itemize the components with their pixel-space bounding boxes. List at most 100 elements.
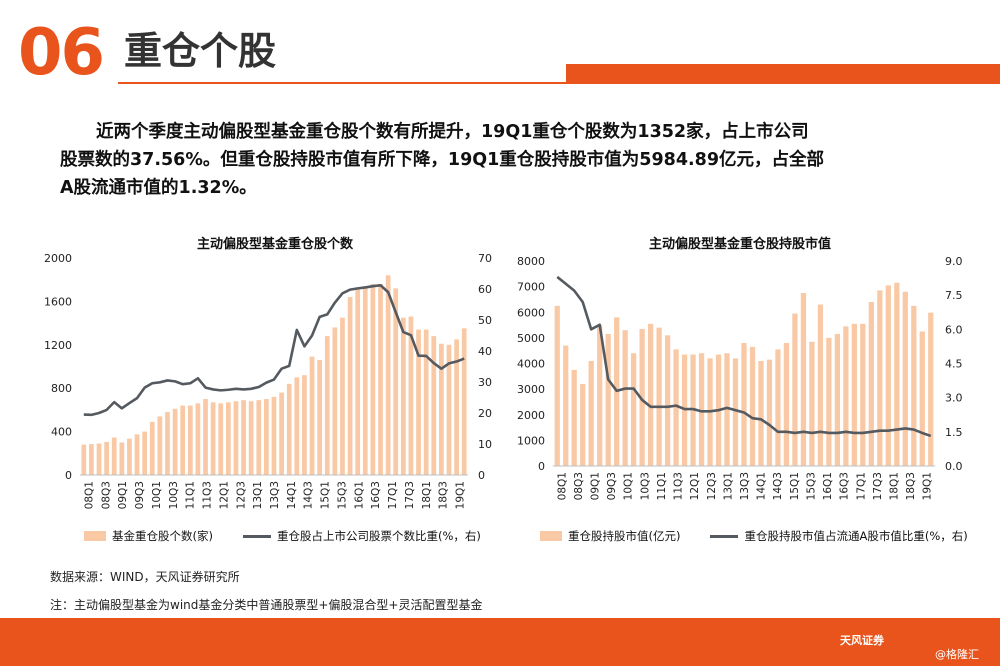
chart1-bar [142,431,148,475]
chart1-legend-line-label: 重仓股占上市公司股票个数比重(%，右) [276,529,481,543]
footnote: 注：主动偏股型基金为wind基金分类中普通股票型+偏股混合型+灵活配置型基金 [50,598,483,612]
chart2-bar [885,285,891,466]
chart2-bar [580,384,586,466]
chart2-x-tick: 16Q3 [839,472,851,500]
chart2-bar [817,304,824,466]
chart2-y-right-tick: 0.0 [945,460,963,473]
chart2-bar [792,313,798,466]
chart2-bar [928,312,934,466]
chart2-y-left-tick: 8000 [517,255,545,268]
chart1-bar [431,336,437,475]
chart1-bar [332,327,338,475]
chart2-x-tick: 11Q3 [673,472,685,500]
chart1-bar [378,284,383,475]
summary-line-2: 股票数的37.56%。但重仓股持股市值有所下降，19Q1重仓股持股市值为5984… [60,150,824,170]
chart1-bar [416,329,421,475]
chart1-bar [446,344,452,475]
chart1-x-tick: 19Q1 [455,481,467,509]
chart2-x-tick: 13Q1 [722,472,734,500]
chart1-x-tick: 08Q1 [83,481,95,509]
chart2-bar [775,349,781,466]
chart1-y-right-tick: 70 [478,252,492,265]
watermark: @格隆汇 [935,648,979,661]
chart1-bar [180,405,186,475]
chart1-legend-bar-label: 基金重仓股个数(家) [112,529,213,543]
chart2-bar [868,302,874,466]
chart2-bar [741,343,747,466]
chart2-y-left-tick: 6000 [517,306,545,319]
chart2-x-tick: 13Q3 [739,472,751,500]
chart1-x-tick: 16Q3 [370,481,382,509]
chart2-x-tick: 18Q3 [905,472,917,500]
chart1-bar [362,286,368,475]
chart2-y-left-tick: 7000 [517,281,545,294]
chart1-bar [119,442,125,475]
chart2-bar [800,293,807,466]
chart1-bar [111,437,117,475]
header-underline [118,82,1000,84]
chart2-x-tick: 10Q1 [623,472,635,500]
chart1-y-left-tick: 800 [51,382,72,395]
chart1-x-tick: 09Q3 [134,481,146,509]
chart1-bar [347,297,353,475]
chart2-bar [554,305,560,466]
chart2-bar [724,353,730,466]
chart2-bar [894,282,900,466]
chart1-x-tick: 12Q3 [235,481,247,509]
chart2-bar [656,327,662,467]
chart1-x-tick: 14Q1 [286,481,298,509]
data-source: 数据来源：WIND，天风证券研究所 [50,570,240,584]
chart1-bar [294,377,300,475]
chart1-bar [393,288,399,475]
chart1-x-tick: 10Q1 [151,481,163,509]
chart2-bar [664,335,671,466]
chart1-bar [89,444,94,475]
chart1-x-tick: 13Q1 [252,481,264,509]
chart1-bar [149,421,155,475]
section-number: 06 [18,16,105,90]
chart2-x-tick: 11Q1 [656,472,668,500]
chart2-bar [766,359,773,466]
footer-bar [0,618,1000,666]
chart1-bar [309,356,315,475]
chart1-x-tick: 09Q1 [117,481,129,509]
chart1-bar [195,403,201,475]
chart2-bar [834,334,841,466]
chart1-bar [233,401,239,475]
chart1-bar [279,392,284,475]
chart2-x-tick: 12Q1 [689,472,701,500]
chart1-bar [400,317,406,475]
chart1-x-tick: 15Q3 [336,481,348,509]
chart2-plot: 0 1000 2000 3000 4000 5000 6000 7000 8000 0.0 1.5 3… [517,255,963,500]
chart1-x-tick: 18Q3 [438,481,450,509]
chart1-bar [439,343,444,475]
chart2-x-tick: 16Q1 [822,472,834,500]
chart2-bar [698,353,705,466]
chart1-bar [302,375,307,475]
chart1-x-tick: 14Q3 [303,481,315,509]
chart1-bar [256,400,262,475]
chart1-x-tick: 12Q1 [218,481,230,509]
chart1-y-left-tick: 1200 [44,339,72,352]
chart2-bar [783,343,790,466]
chart1-bar [317,359,323,475]
chart1-y-left-tick: 1600 [44,295,72,308]
chart1-bar [271,396,277,475]
chart2-bar [826,337,832,467]
chart1-bar [385,275,391,475]
chart2-x-tick: 19Q1 [922,472,934,500]
chart1-bar [248,401,254,475]
chart1-bar [370,284,376,475]
chart2-bar [563,345,569,466]
summary-line-1: 近两个季度主动偏股型基金重仓股个数有所提升，19Q1重仓个股数为1352家，占上… [96,122,809,142]
chart1-bar [203,399,208,475]
section-title: 重仓个股 [124,29,277,73]
chart2-bar [605,334,611,466]
chart1-legend-line-swatch [242,534,271,538]
chart2-bar [571,369,577,466]
chart2-y-left-tick: 3000 [517,383,545,396]
chart1-plot: 0 400 800 1200 1600 2000 0 10 20 30 40 50 60 70 08Q1 08… [44,252,492,509]
chart1-bar [324,336,330,475]
chart2-bar [809,341,815,466]
chart2-x-tick: 10Q3 [639,472,651,500]
